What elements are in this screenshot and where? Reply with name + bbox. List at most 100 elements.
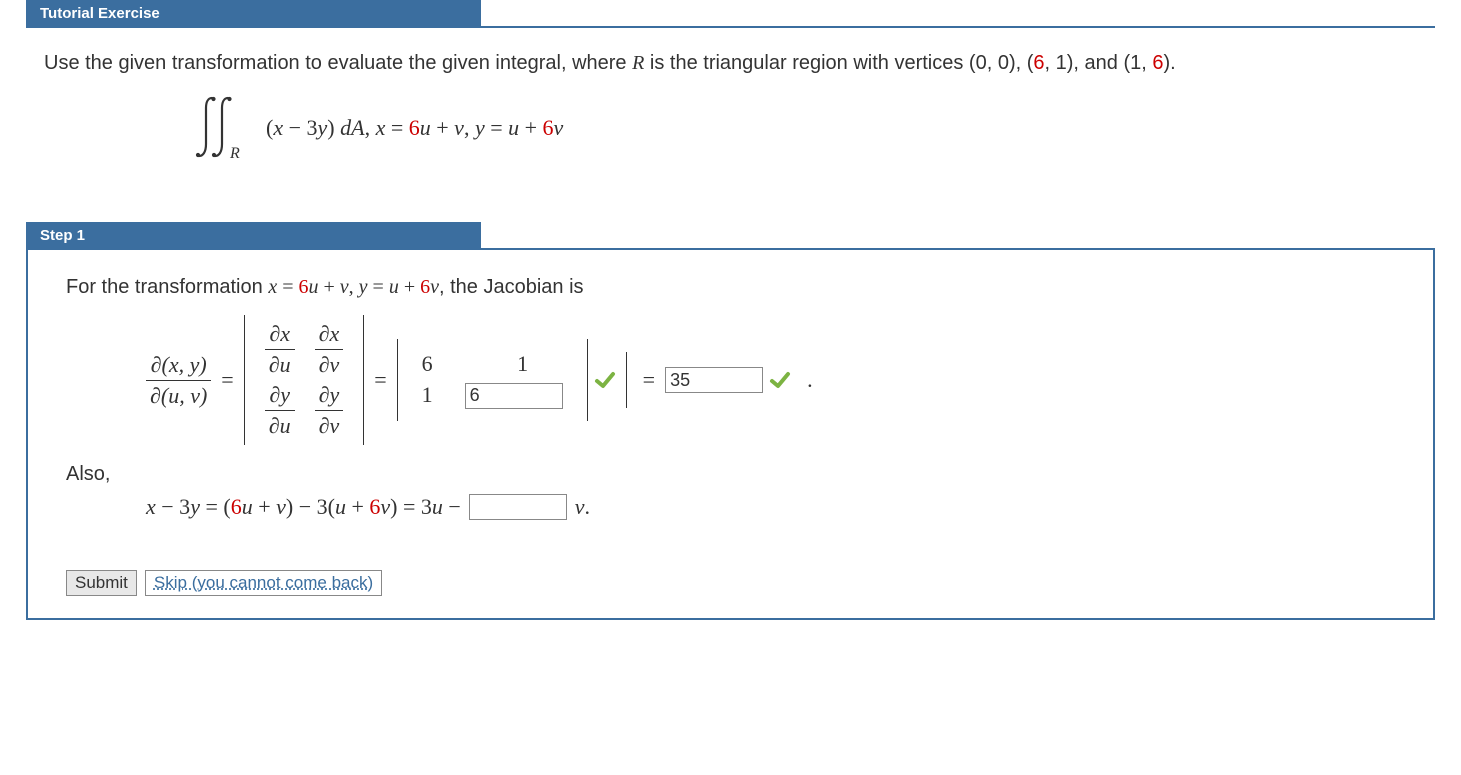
txt: ) bbox=[327, 115, 340, 140]
x-var: x bbox=[268, 276, 277, 298]
partial: ∂ bbox=[319, 352, 330, 377]
jacobian-expression: ∂(x, y) ∂(u, v) = ∂x∂u ∂x∂v bbox=[146, 315, 1395, 445]
u-var: u bbox=[389, 276, 399, 298]
txt: ) − 3( bbox=[286, 494, 335, 519]
partial: ∂ bbox=[150, 383, 161, 408]
txt: + bbox=[318, 276, 339, 298]
check-icon bbox=[769, 369, 791, 391]
u-var: u bbox=[420, 115, 431, 140]
accent-value: 6 bbox=[420, 276, 430, 298]
u-var: u bbox=[168, 383, 179, 408]
u-var: u bbox=[308, 276, 318, 298]
tutorial-prompt: Use the given transformation to evaluate… bbox=[44, 48, 1421, 78]
v-var: v bbox=[190, 383, 200, 408]
step1-header-bar: Step 1 bbox=[26, 222, 1435, 250]
v-var: v bbox=[380, 494, 390, 519]
v-var: v bbox=[329, 352, 339, 377]
coefficient-v-input[interactable] bbox=[469, 494, 567, 520]
button-row: Submit Skip (you cannot come back) bbox=[66, 570, 1395, 596]
skip-button[interactable]: Skip (you cannot come back) bbox=[145, 570, 382, 596]
tutorial-content: Use the given transformation to evaluate… bbox=[0, 28, 1461, 202]
x-var: x bbox=[329, 321, 339, 346]
period: . bbox=[807, 367, 813, 393]
v-var: v bbox=[454, 115, 464, 140]
partial: ∂ bbox=[269, 352, 280, 377]
txt: − 3 bbox=[156, 494, 190, 519]
submit-button[interactable]: Submit bbox=[66, 570, 137, 596]
integral-expression: R (x − 3y) dA, x = 6u + v, y = u + 6v bbox=[194, 92, 1421, 162]
txt: , bbox=[365, 115, 376, 140]
txt: = bbox=[277, 276, 298, 298]
partial: ∂ bbox=[269, 413, 280, 438]
partial: ∂ bbox=[269, 382, 280, 407]
period: . bbox=[585, 494, 591, 519]
y-var: y bbox=[190, 352, 200, 377]
tutorial-header-bar: Tutorial Exercise bbox=[26, 0, 1435, 28]
partial: ∂ bbox=[319, 321, 330, 346]
m12: 1 bbox=[517, 351, 528, 376]
y-var: y bbox=[475, 115, 485, 140]
accent-value: 6 bbox=[1152, 52, 1163, 74]
txt: , bbox=[349, 276, 359, 298]
u-var: u bbox=[280, 413, 291, 438]
step1-line1: For the transformation x = 6u + v, y = u… bbox=[66, 276, 1395, 299]
u-var: u bbox=[335, 494, 346, 519]
u-var: u bbox=[432, 494, 443, 519]
tutorial-header-label: Tutorial Exercise bbox=[40, 5, 160, 22]
prompt-text: , 1), and (1, bbox=[1045, 52, 1153, 74]
accent-value: 6 bbox=[231, 494, 242, 519]
also-label: Also, bbox=[66, 463, 1395, 486]
tutorial-header-tab: Tutorial Exercise bbox=[26, 0, 481, 26]
txt: − bbox=[443, 494, 461, 519]
partial: ∂ bbox=[319, 413, 330, 438]
step1-header-tab: Step 1 bbox=[26, 222, 481, 248]
txt: + bbox=[431, 115, 454, 140]
y-var: y bbox=[318, 115, 328, 140]
v-var: v bbox=[340, 276, 349, 298]
R-var: R bbox=[632, 52, 644, 74]
v-var: v bbox=[430, 276, 439, 298]
v-var: v bbox=[575, 494, 585, 519]
svg-text:R: R bbox=[229, 145, 240, 162]
simplify-expression: x − 3y = (6u + v) − 3(u + 6v) = 3u − v. bbox=[146, 494, 1395, 520]
d-var: d bbox=[340, 115, 351, 140]
txt: = bbox=[368, 276, 389, 298]
x-var: x bbox=[169, 352, 179, 377]
check-icon bbox=[594, 369, 616, 391]
v-var: v bbox=[276, 494, 286, 519]
v-var: v bbox=[329, 413, 339, 438]
m21: 1 bbox=[422, 382, 433, 407]
step1-header-label: Step 1 bbox=[40, 227, 85, 244]
partial: ∂ bbox=[269, 321, 280, 346]
jacobian-result-input[interactable] bbox=[665, 367, 763, 393]
prompt-text: ). bbox=[1163, 52, 1175, 74]
partial: ∂ bbox=[151, 352, 162, 377]
txt: − 3 bbox=[283, 115, 317, 140]
accent-value: 6 bbox=[369, 494, 380, 519]
y-var: y bbox=[190, 494, 200, 519]
x-var: x bbox=[376, 115, 386, 140]
txt: + bbox=[519, 115, 542, 140]
txt: + bbox=[346, 494, 369, 519]
accent-value: 6 bbox=[409, 115, 420, 140]
equals: = bbox=[364, 367, 396, 393]
y-var: y bbox=[280, 382, 290, 407]
txt: = bbox=[485, 115, 508, 140]
x-var: x bbox=[280, 321, 290, 346]
step1-box: For the transformation x = 6u + v, y = u… bbox=[26, 250, 1435, 620]
v-var: v bbox=[554, 115, 564, 140]
txt: For the transformation bbox=[66, 276, 268, 298]
integral-body: (x − 3y) dA, x = 6u + v, y = u + 6v bbox=[266, 111, 563, 144]
jacobian-m22-input[interactable] bbox=[465, 383, 563, 409]
txt: + bbox=[253, 494, 276, 519]
accent-value: 6 bbox=[543, 115, 554, 140]
txt: , bbox=[464, 115, 475, 140]
jacobian-lhs-frac: ∂(x, y) ∂(u, v) bbox=[146, 352, 211, 409]
jacobian-partials-det: ∂x∂u ∂x∂v ∂y∂u ∂y∂v bbox=[244, 315, 365, 445]
m11: 6 bbox=[422, 351, 433, 376]
prompt-text: is the triangular region with vertices (… bbox=[644, 52, 1033, 74]
u-var: u bbox=[242, 494, 253, 519]
x-var: x bbox=[273, 115, 283, 140]
partial: ∂ bbox=[319, 382, 330, 407]
accent-value: 6 bbox=[1033, 52, 1044, 74]
